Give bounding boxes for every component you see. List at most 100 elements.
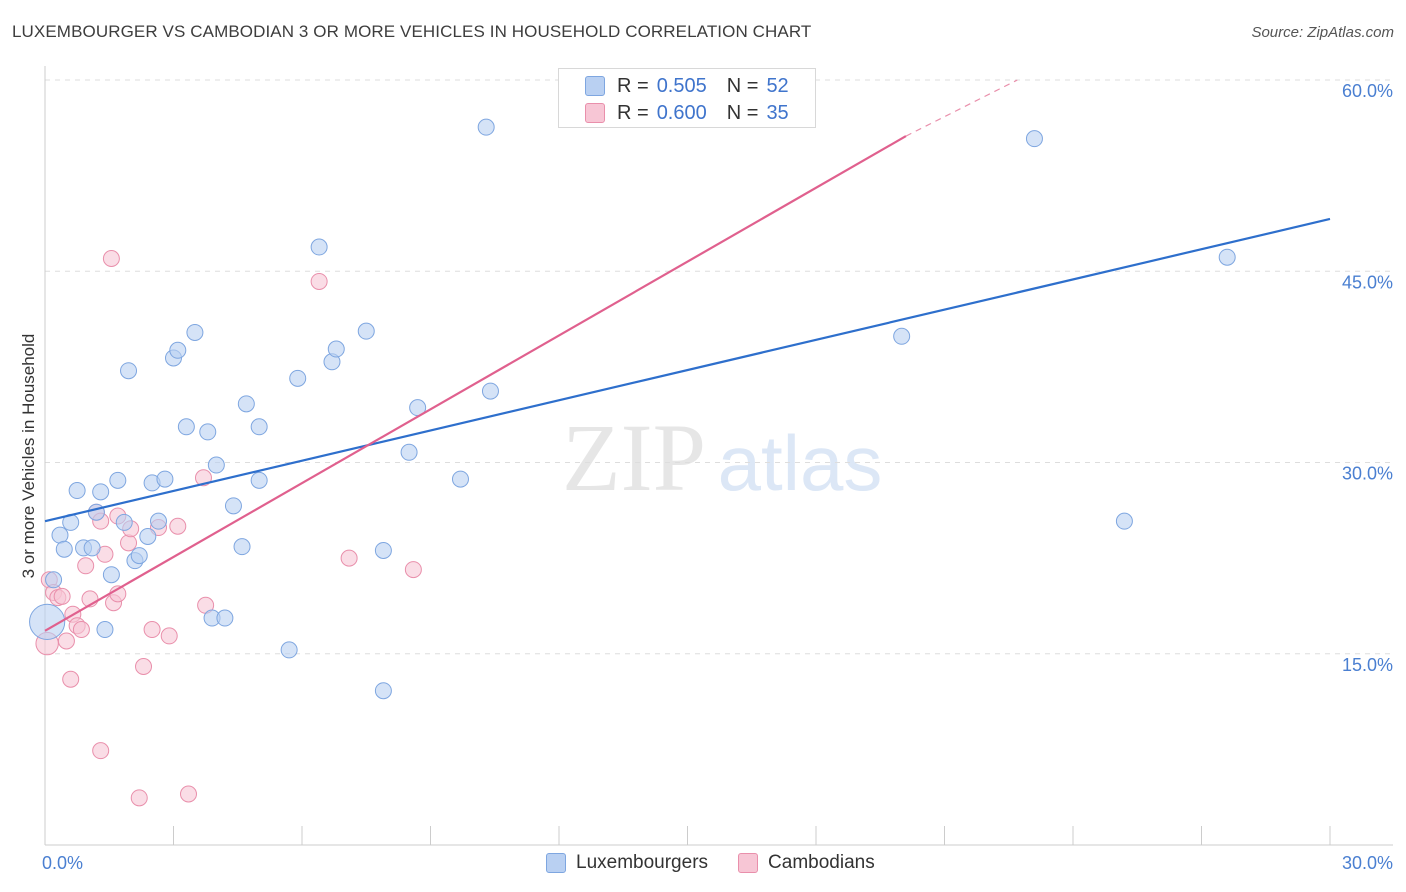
legend-swatch-blue [585,76,605,96]
source-label: Source: ZipAtlas.com [1251,24,1394,41]
legend-label-cambodians: Cambodians [768,852,875,873]
legend-n-label: N = [726,74,759,97]
legend-n-value: 35 [766,101,789,124]
data-point [29,603,66,640]
data-point [109,471,127,489]
data-point [374,682,392,700]
legend-row-luxembourgers: R = 0.505 N = 52 [585,74,789,98]
axes [44,66,1393,846]
data-point [481,382,499,400]
x-tick-label: 30.0% [1342,853,1393,873]
stats-legend: R = 0.505 N = 52 R = 0.600 N = 35 [558,68,816,128]
trend-line-cambodians-extension [905,79,1018,137]
data-point [51,526,69,544]
data-point [1115,512,1133,530]
data-point [68,482,86,500]
data-point [169,517,187,535]
x-tick-label: 0.0% [42,853,83,873]
legend-label-luxembourgers: Luxembourgers [576,852,709,873]
watermark-zip: ZIP [562,404,706,511]
data-point [102,566,120,584]
legend-r-value: 0.600 [656,101,707,124]
data-point [400,443,418,461]
data-point [120,362,138,380]
luxembourgers-points [29,118,1236,700]
data-point [160,627,178,645]
data-point [340,549,358,567]
data-point [77,557,95,575]
data-point [45,571,63,589]
data-point [177,418,195,436]
data-point [115,513,133,531]
data-point [139,527,157,545]
data-point [207,456,225,474]
data-point [130,547,148,565]
legend-swatch-pink [738,853,759,873]
data-point [179,785,197,803]
data-point [477,118,495,136]
chart-title: LUXEMBOURGER VS CAMBODIAN 3 OR MORE VEHI… [12,22,812,41]
data-point [224,497,242,515]
data-point [92,483,110,501]
trend-line-cambodians [44,135,907,632]
data-point [310,238,328,256]
legend-r-label: R = [617,101,649,124]
data-point [289,369,307,387]
data-point [1218,248,1236,266]
y-axis-title: 3 or more Vehicles in Household [19,334,38,579]
y-tick-label: 30.0% [1342,464,1393,484]
legend-r-label: R = [617,74,649,97]
legend-item-luxembourgers[interactable]: Luxembourgers [546,852,708,874]
data-point [216,609,234,627]
data-point [250,471,268,489]
legend-row-cambodians: R = 0.600 N = 35 [585,101,789,125]
data-point [186,323,204,341]
legend-n-value: 52 [766,74,789,97]
trend-lines [44,79,1331,632]
y-tick-label: 15.0% [1342,655,1393,675]
data-point [57,632,75,650]
data-point [237,395,255,413]
trend-line-luxembourgers [44,217,1331,523]
data-point [893,327,911,345]
y-axis-tick-labels: 15.0% 30.0% 45.0% 60.0% [1342,81,1393,675]
data-point [96,621,114,639]
data-point [156,470,174,488]
y-tick-label: 60.0% [1342,81,1393,101]
data-point [451,470,469,488]
series-legend: Luxembourgers Cambodians [546,852,905,874]
data-point [135,658,153,675]
gridlines [45,79,1393,655]
data-point [374,541,392,559]
data-point [194,469,212,487]
watermark: ZIP atlas [562,404,882,511]
data-point [250,418,268,436]
legend-r-value: 0.505 [656,74,707,97]
legend-swatch-blue [546,853,566,873]
data-point [72,621,90,639]
data-point [83,539,101,557]
data-point [1025,130,1043,148]
data-point [150,512,168,530]
data-point [357,322,375,340]
legend-item-cambodians[interactable]: Cambodians [738,852,875,874]
data-point [130,789,148,807]
data-point [53,587,71,605]
data-point [55,540,73,558]
x-axis-ticks [173,826,1331,845]
data-point [199,423,217,441]
legend-swatch-pink [585,103,605,123]
x-axis-tick-labels: 0.0% 30.0% [42,853,1393,873]
data-point [143,621,161,639]
data-point [102,250,120,267]
data-point [327,340,345,358]
data-point [280,641,298,659]
data-point [120,534,138,552]
data-point [62,670,80,688]
data-point [233,538,251,556]
data-point [92,742,110,760]
data-point [404,561,422,579]
data-point [169,341,187,359]
legend-n-label: N = [726,101,759,124]
